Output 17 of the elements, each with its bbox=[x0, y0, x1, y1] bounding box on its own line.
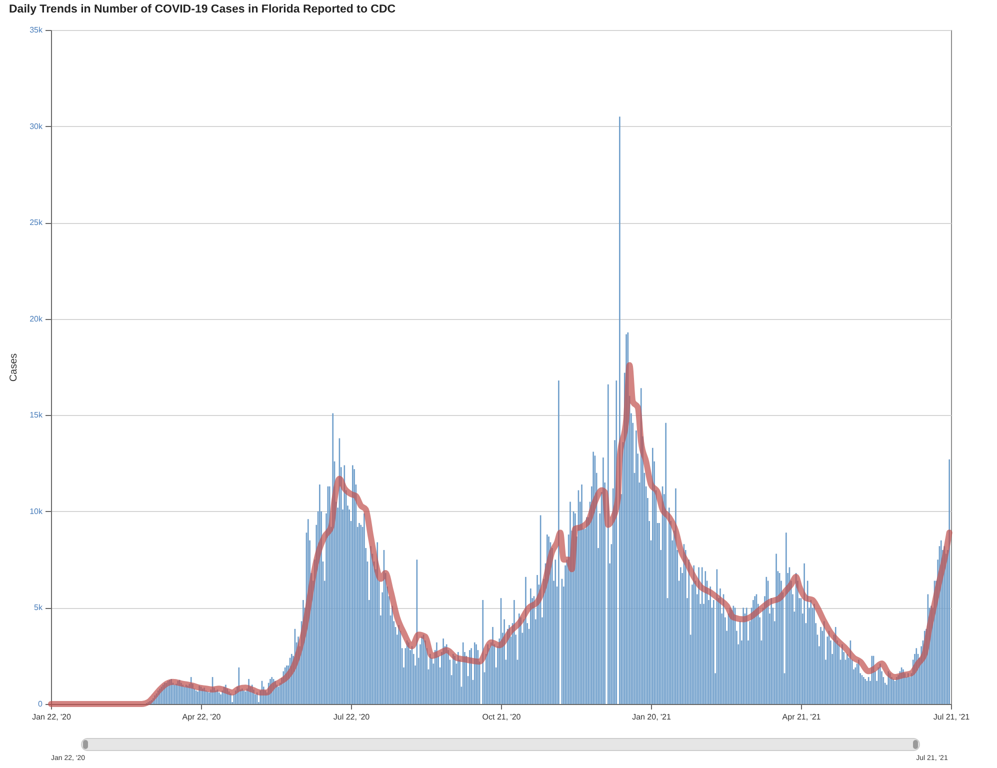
x-tick-label: Jan 22, '20 bbox=[32, 712, 72, 722]
y-tick-label: 5k bbox=[34, 603, 44, 612]
y-tick-label: 10k bbox=[30, 506, 44, 516]
x-tick-label: Jan 20, '21 bbox=[632, 712, 672, 722]
y-tick-label: 0 bbox=[38, 700, 44, 708]
x-tick-label: Apr 22, '20 bbox=[182, 712, 222, 722]
x-tick-label: Oct 21, '20 bbox=[482, 712, 522, 722]
y-axis-title: Cases bbox=[8, 353, 20, 382]
y-tick-label: 30k bbox=[30, 122, 44, 131]
x-tick-label: Apr 21, '21 bbox=[782, 712, 822, 722]
y-tick-label: 35k bbox=[30, 26, 44, 34]
y-tick-label: 25k bbox=[30, 218, 44, 228]
x-tick-label: Jul 22, '20 bbox=[333, 712, 370, 722]
y-tick-label: 15k bbox=[30, 410, 44, 420]
y-tick-label: 20k bbox=[30, 314, 44, 324]
x-tick-label: Jul 21, '21 bbox=[933, 712, 970, 722]
chart-title: Daily Trends in Number of COVID-19 Cases in Florida Reported to CDC bbox=[9, 4, 396, 16]
